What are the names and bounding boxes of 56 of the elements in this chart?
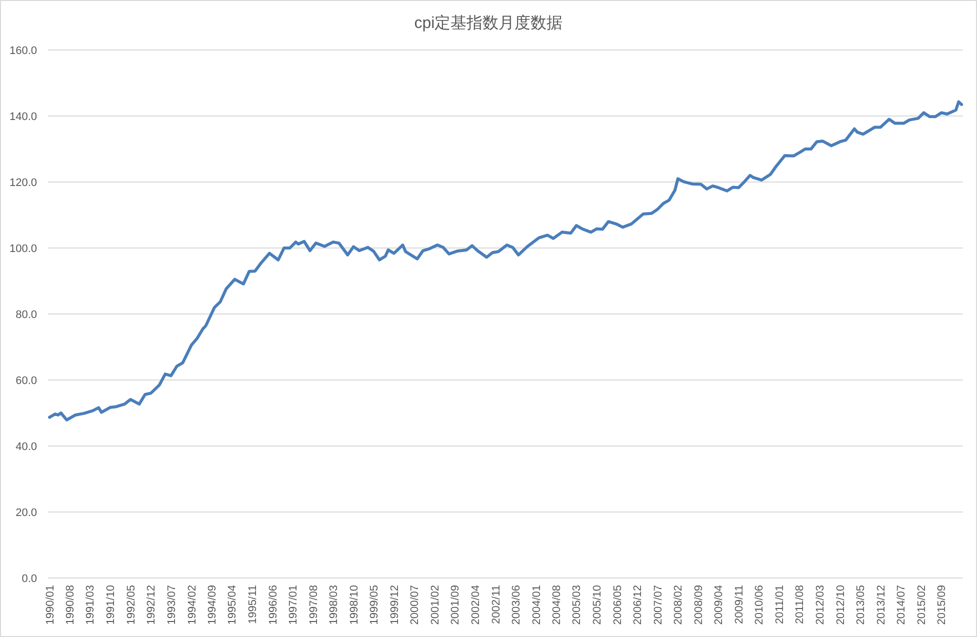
x-tick-label: 1992/12 (146, 585, 158, 625)
x-tick-label: 1999/05 (368, 585, 380, 625)
x-tick-label: 2001/02 (430, 585, 442, 625)
x-tick-label: 2008/02 (672, 585, 685, 625)
x-tick-label: 1997/01 (288, 585, 300, 625)
x-tick-label: 2004/08 (551, 585, 564, 625)
y-tick-label: 160.0 (9, 44, 37, 57)
x-tick-label: 2012/10 (834, 585, 847, 625)
x-tick-label: 1997/08 (308, 585, 320, 625)
x-tick-label: 2000/07 (409, 585, 422, 625)
x-tick-label: 2001/09 (450, 585, 462, 625)
x-tick-label: 2015/02 (916, 585, 928, 625)
x-tick-label: 2003/06 (510, 585, 522, 625)
x-tick-label: 2002/11 (490, 585, 502, 624)
x-tick-label: 2008/09 (692, 585, 705, 625)
line-series (48, 100, 964, 422)
y-tick-label: 0.0 (22, 572, 37, 585)
x-tick-label: 1996/06 (267, 585, 280, 625)
y-tick-label: 40.0 (16, 440, 37, 453)
x-tick-label: 2013/12 (875, 585, 888, 625)
x-tick-label: 2011/08 (794, 585, 806, 624)
x-tick-label: 2013/05 (855, 585, 868, 625)
x-tick-label: 1995/04 (226, 585, 239, 625)
x-tick-label: 2015/09 (936, 585, 948, 625)
x-tick-label: 2012/03 (814, 585, 826, 625)
x-tick-label: 2006/12 (632, 585, 644, 625)
x-tick-label: 1998/03 (328, 585, 340, 625)
x-tick-label: 2002/04 (470, 585, 482, 625)
y-tick-label: 80.0 (16, 308, 37, 321)
y-tick-label: 60.0 (16, 374, 37, 387)
x-tick-label: 1992/05 (125, 585, 138, 625)
x-tick-label: 1991/03 (84, 585, 97, 625)
x-tick-label: 2011/01 (774, 585, 786, 624)
y-tick-label: 20.0 (16, 506, 37, 519)
x-tick-label: 1994/09 (206, 585, 218, 625)
y-tick-label: 140.0 (9, 110, 37, 123)
x-tick-label: 1993/07 (166, 585, 178, 625)
x-tick-label: 2009/11 (734, 585, 746, 624)
x-tick-label: 1998/10 (348, 585, 360, 625)
x-tick-label: 1991/10 (105, 585, 118, 625)
x-tick-label: 2007/07 (652, 585, 664, 625)
x-tick-label: 1990/01 (44, 585, 56, 625)
x-tick-label: 2014/07 (896, 585, 908, 625)
x-tick-label: 2005/10 (592, 585, 604, 625)
x-tick-label: 2009/04 (713, 585, 726, 625)
y-tick-label: 120.0 (9, 176, 37, 189)
x-tick-label: 1990/08 (64, 585, 77, 625)
x-tick-label: 1994/02 (186, 585, 198, 625)
x-tick-label: 2006/05 (612, 585, 624, 625)
x-tick-label: 1999/12 (388, 585, 401, 625)
chart-title: cpi定基指数月度数据 (414, 14, 563, 32)
x-tick-label: 2010/06 (754, 585, 766, 625)
y-tick-label: 100.0 (9, 242, 37, 255)
x-tick-label: 2004/01 (530, 585, 543, 625)
x-tick-label: 2005/03 (571, 585, 584, 625)
x-tick-label: 1995/11 (247, 585, 260, 624)
